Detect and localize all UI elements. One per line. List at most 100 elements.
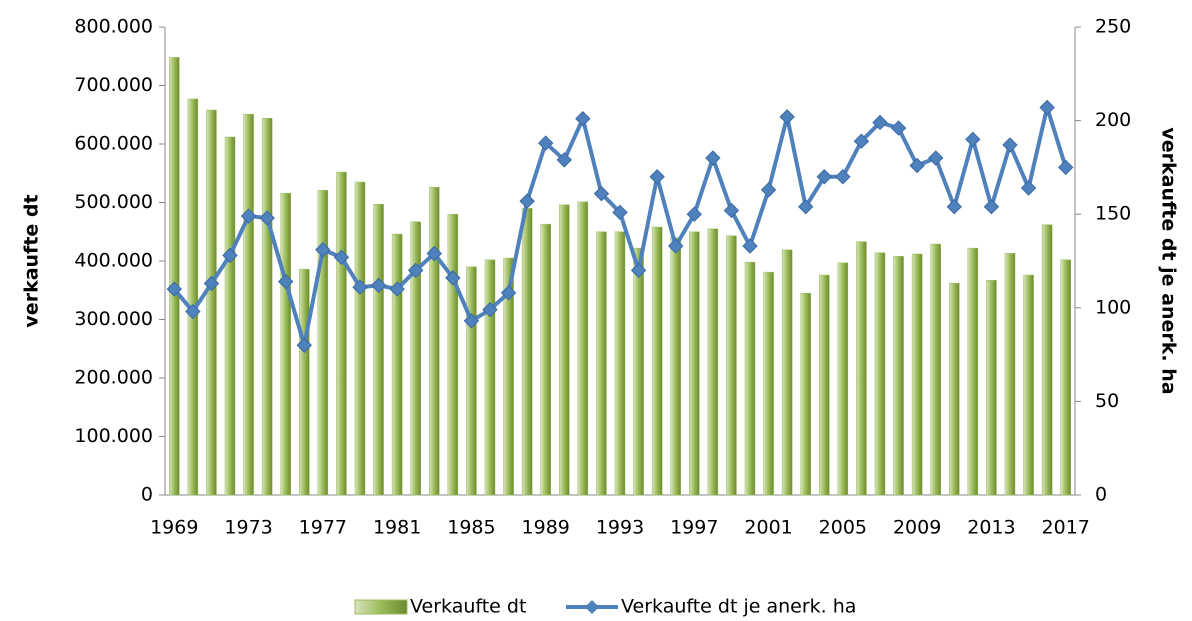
bar (559, 204, 570, 496)
marker (1039, 99, 1055, 116)
bar (1060, 259, 1071, 496)
bar (949, 282, 960, 496)
bar (169, 57, 180, 496)
marker (482, 301, 498, 318)
bar (986, 280, 997, 496)
bar (596, 231, 607, 496)
bar (819, 274, 830, 496)
x-tick-label: 1997 (670, 517, 718, 539)
y-tick-label: 400.000 (74, 250, 153, 272)
bar (206, 109, 217, 496)
marker (612, 204, 628, 221)
marker (166, 281, 182, 297)
marker (519, 193, 535, 209)
x-tick-label: 1989 (522, 517, 570, 539)
x-tick-label: 1969 (150, 517, 198, 539)
bar (503, 257, 514, 496)
marker (500, 285, 517, 301)
legend-label: Verkaufte dt (410, 596, 526, 618)
legend-swatch (354, 599, 408, 615)
bar (651, 226, 663, 496)
marker (946, 199, 962, 215)
bar (466, 266, 477, 496)
bar (484, 259, 496, 496)
marker (185, 303, 201, 320)
marker (983, 199, 1000, 215)
marker (872, 114, 888, 131)
marker (259, 210, 275, 226)
y2-tick-label: 150 (1095, 203, 1131, 225)
legend-swatch (585, 600, 599, 614)
marker (203, 275, 220, 292)
bar (670, 237, 681, 496)
x-tick-label: 2005 (819, 517, 867, 539)
bar (800, 292, 811, 496)
bar (261, 118, 273, 496)
y2-tick-label: 200 (1095, 109, 1131, 131)
y2-tick-label: 250 (1095, 16, 1131, 38)
marker (630, 262, 647, 279)
marker (742, 238, 758, 254)
y2-axis-label: verkaufte dt je anerk. ha (1158, 127, 1180, 394)
bar (280, 192, 291, 496)
y-tick-label: 200.000 (74, 367, 153, 389)
marker (593, 185, 610, 202)
marker (816, 169, 832, 185)
bar (577, 201, 589, 496)
bar (707, 228, 719, 496)
marker (240, 208, 257, 224)
marker (1020, 180, 1037, 196)
bar (299, 268, 310, 496)
bar (856, 241, 867, 496)
marker (315, 242, 331, 258)
bar (410, 221, 421, 496)
bar (391, 233, 403, 496)
bar (317, 189, 329, 496)
marker (222, 247, 238, 264)
marker (352, 279, 368, 295)
bar (874, 252, 886, 496)
marker (333, 249, 350, 265)
bar (744, 261, 756, 496)
x-tick-label: 1977 (299, 517, 347, 539)
bar (447, 213, 459, 496)
y-tick-label: 800.000 (74, 16, 153, 38)
bar (911, 253, 923, 496)
bar (930, 243, 941, 496)
bar (726, 235, 737, 496)
marker (575, 111, 591, 127)
x-tick-label: 2001 (744, 517, 792, 539)
x-tick-label: 1993 (596, 517, 644, 539)
bar (336, 171, 347, 496)
bar (633, 247, 644, 496)
marker (649, 169, 665, 185)
bar (521, 208, 533, 496)
marker (538, 135, 554, 151)
y-axis-label: verkaufte dt (21, 194, 43, 327)
bar (187, 98, 199, 496)
marker (278, 273, 294, 290)
y-tick-label: 300.000 (74, 308, 153, 330)
bar (429, 187, 440, 496)
marker (965, 131, 981, 148)
bar (1023, 274, 1034, 496)
y2-tick-label: 0 (1095, 484, 1107, 506)
bar (763, 271, 774, 496)
bar (224, 136, 236, 496)
y-tick-label: 600.000 (74, 133, 153, 155)
marker (928, 150, 944, 166)
x-tick-label: 1985 (447, 517, 495, 539)
bar (781, 249, 793, 496)
y-tick-label: 0 (141, 484, 153, 506)
bar (614, 231, 626, 496)
marker (408, 262, 424, 279)
bar (893, 256, 904, 496)
marker (835, 169, 851, 185)
marker (760, 182, 777, 198)
marker (389, 281, 405, 297)
bar (354, 181, 366, 496)
marker (556, 152, 572, 168)
bar (1041, 224, 1053, 496)
bar (243, 113, 254, 496)
